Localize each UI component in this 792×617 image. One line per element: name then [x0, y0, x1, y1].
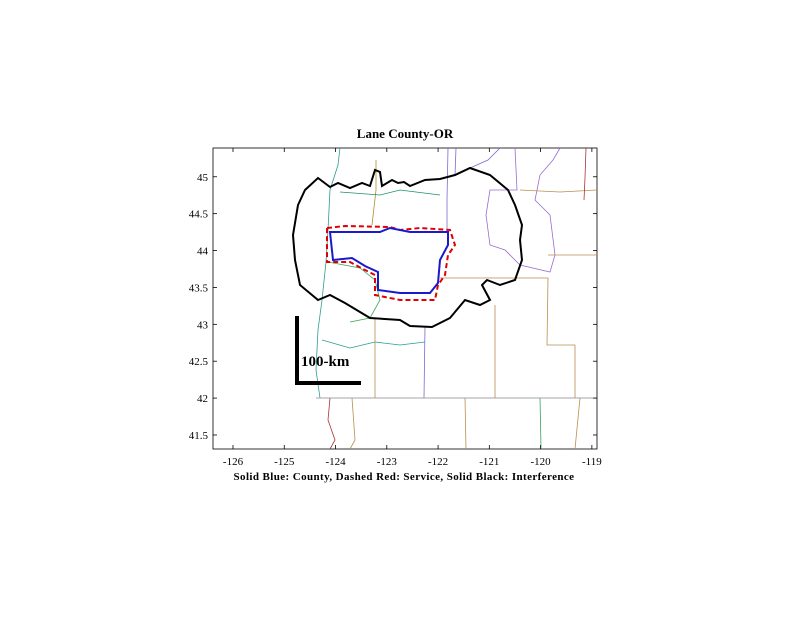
y-tick-label: 43.5 — [189, 282, 209, 294]
county-outline — [328, 226, 449, 294]
interference-contour — [291, 166, 524, 329]
x-tick-label: -125 — [274, 456, 295, 468]
x-tick-label: -121 — [479, 456, 499, 468]
county-boundaries — [315, 147, 598, 450]
x-tick-label: -120 — [531, 456, 552, 468]
y-tick-label: 43 — [197, 319, 209, 331]
x-tick-label: -122 — [428, 456, 448, 468]
x-tick-label: -126 — [223, 456, 244, 468]
y-tick-label: 44.5 — [189, 209, 209, 221]
x-axis-label: Solid Blue: County, Dashed Red: Service,… — [234, 471, 575, 483]
x-tick-label: -119 — [582, 456, 602, 468]
axes: -126 -125 -124 -123 -122 -121 -120 -119 41.5 42 42… — [189, 148, 602, 468]
plot-frame — [212, 147, 598, 450]
y-tick-label: 44 — [197, 246, 209, 258]
scale-bar: 100-km — [295, 316, 361, 385]
y-tick-label: 45 — [197, 172, 209, 184]
y-tick-label: 42.5 — [189, 356, 209, 368]
y-tick-label: 42 — [197, 393, 208, 405]
x-tick-label: -124 — [325, 456, 346, 468]
scale-label: 100-km — [301, 354, 350, 370]
chart-title: Lane County-OR — [357, 126, 454, 141]
y-tick-label: 41.5 — [189, 430, 209, 442]
x-tick-label: -123 — [377, 456, 398, 468]
